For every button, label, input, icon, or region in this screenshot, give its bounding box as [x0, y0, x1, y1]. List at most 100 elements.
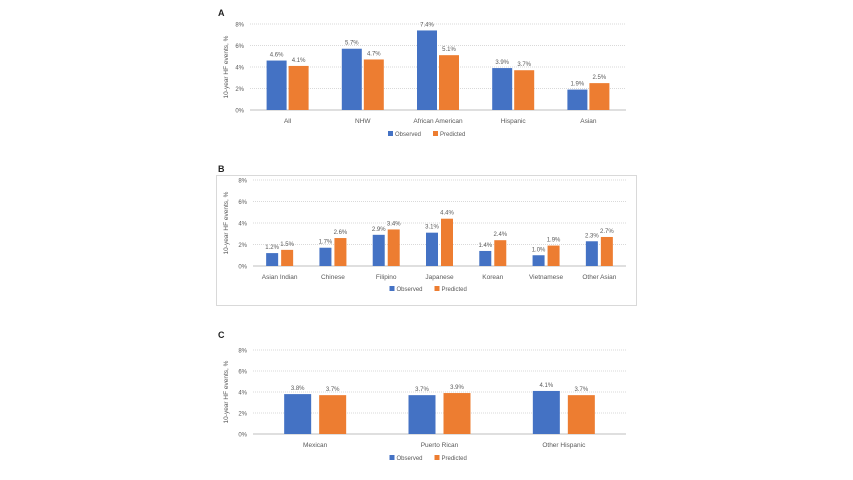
y-tick-label: 0% [238, 433, 247, 439]
legend-label-predicted: Predicted [440, 132, 465, 138]
bar-predicted [439, 55, 459, 110]
bar-observed [284, 394, 312, 434]
legend-label-observed: Observed [397, 287, 423, 293]
y-tick-label: 6% [238, 370, 247, 376]
x-tick-label: Mexican [303, 442, 328, 449]
x-tick-label: Other Asian [582, 274, 616, 281]
bar-predicted [441, 218, 453, 266]
data-label: 4.1% [539, 383, 553, 389]
bar-predicted [288, 65, 309, 110]
bar-predicted [494, 240, 507, 266]
x-tick-label: Other Hispanic [542, 442, 586, 449]
data-label: 4.6% [270, 53, 284, 59]
data-label: 2.4% [493, 232, 507, 238]
panel-b-frame [216, 175, 637, 306]
data-label: 5.1% [442, 47, 456, 53]
x-tick-label: Puerto Rican [421, 442, 459, 449]
bar-observed [372, 234, 385, 266]
legend-label-predicted: Predicted [442, 287, 467, 293]
panel-a-label: A [218, 8, 225, 18]
data-label: 1.7% [319, 240, 333, 246]
bar-predicted [334, 238, 347, 266]
bar-observed [492, 68, 513, 110]
legend-swatch-predicted [434, 455, 440, 460]
data-label: 1.2% [265, 245, 279, 251]
bar-predicted [363, 59, 384, 110]
data-label: 3.7% [326, 387, 340, 393]
data-label: 7.4% [420, 22, 434, 28]
data-label: 1.9% [571, 82, 585, 88]
data-label: 2.9% [372, 227, 386, 233]
data-label: 1.0% [532, 247, 546, 253]
data-label: 4.4% [440, 211, 454, 217]
data-label: 5.7% [345, 41, 359, 47]
y-tick-label: 2% [238, 243, 247, 249]
y-tick-label: 0% [235, 109, 244, 115]
bar-observed [567, 89, 588, 110]
data-label: 3.9% [495, 60, 509, 66]
x-tick-label: Japanese [425, 274, 454, 281]
bar-predicted [387, 229, 400, 266]
legend-label-observed: Observed [397, 456, 423, 462]
panel-b-label: B [218, 164, 225, 174]
y-axis-label: 10-year HF events, % [223, 191, 230, 254]
legend-swatch-observed [388, 131, 393, 136]
x-tick-label: Korean [482, 274, 503, 281]
legend-swatch-observed [389, 455, 395, 460]
legend-label-predicted: Predicted [442, 456, 467, 462]
y-tick-label: 0% [238, 265, 247, 271]
legend-swatch-observed [389, 286, 395, 291]
bar-observed [319, 247, 332, 266]
bar-predicted [589, 83, 610, 110]
bar-predicted [567, 395, 595, 434]
y-axis-label: 10-year HF events, % [223, 35, 230, 98]
data-label: 2.3% [585, 233, 599, 239]
bar-observed [532, 390, 560, 434]
y-tick-label: 8% [235, 23, 244, 29]
data-label: 2.6% [334, 230, 348, 236]
bar-observed [266, 60, 287, 110]
legend-label-observed: Observed [395, 132, 421, 138]
data-label: 4.7% [367, 51, 381, 57]
bar-observed [417, 30, 437, 111]
bar-observed [266, 253, 279, 266]
y-tick-label: 4% [235, 66, 244, 72]
data-label: 2.5% [593, 75, 607, 81]
bar-predicted [514, 70, 535, 110]
data-label: 4.1% [292, 58, 306, 64]
data-label: 3.7% [574, 387, 588, 393]
y-tick-label: 6% [238, 200, 247, 206]
data-label: 3.8% [291, 386, 305, 392]
y-tick-label: 2% [238, 412, 247, 418]
bar-observed [479, 250, 492, 266]
x-tick-label: African American [413, 118, 463, 125]
x-tick-label: Vietnamese [529, 274, 564, 281]
bar-observed [532, 255, 545, 266]
x-tick-label: Hispanic [501, 118, 527, 125]
data-label: 3.9% [450, 385, 464, 391]
x-tick-label: Asian Indian [262, 274, 298, 281]
data-label: 1.9% [547, 238, 561, 244]
data-label: 3.7% [415, 387, 429, 393]
y-tick-label: 6% [235, 44, 244, 50]
bar-predicted [319, 395, 347, 434]
data-label: 1.5% [280, 242, 294, 248]
y-tick-label: 8% [238, 179, 247, 185]
x-tick-label: Chinese [321, 274, 345, 281]
bar-observed [585, 241, 598, 266]
bar-predicted [443, 393, 471, 434]
bar-predicted [281, 249, 294, 266]
data-label: 3.4% [387, 221, 401, 227]
x-tick-label: Filipino [376, 274, 397, 281]
x-tick-label: All [284, 118, 292, 125]
y-axis-label: 10-year HF events, % [223, 360, 230, 423]
bar-observed [408, 395, 436, 434]
legend-swatch-predicted [433, 131, 438, 136]
bar-observed [341, 48, 362, 110]
bar-predicted [547, 245, 560, 266]
panel-c-label: C [218, 330, 225, 340]
y-tick-label: 2% [235, 87, 244, 93]
y-tick-label: 8% [238, 349, 247, 355]
data-label: 3.1% [425, 225, 439, 231]
